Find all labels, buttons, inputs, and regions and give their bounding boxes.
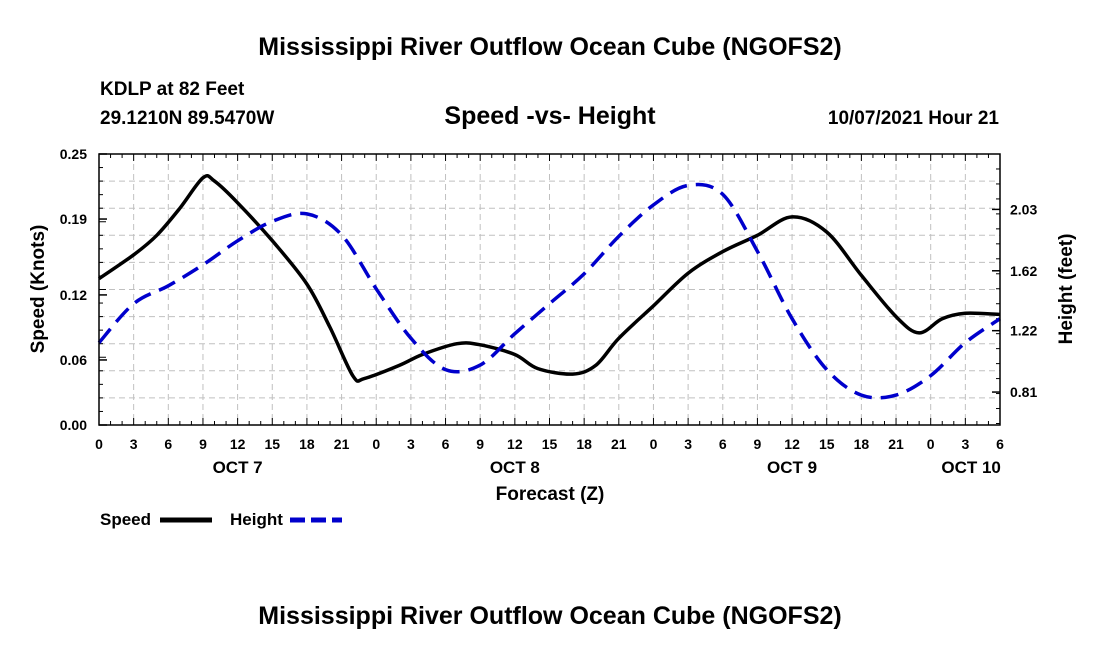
station-label: KDLP at 82 Feet <box>100 79 245 100</box>
grid-lines <box>99 154 1000 425</box>
right-tick-label: 1.62 <box>1010 263 1037 279</box>
x-tick-label: 0 <box>372 436 380 452</box>
location-label: 29.1210N 89.5470W <box>100 108 274 129</box>
left-axis-title: Speed (Knots) <box>28 225 49 354</box>
x-tick-label: 12 <box>784 436 800 452</box>
plot-frame <box>98 153 1001 426</box>
series-layer <box>97 174 1001 400</box>
x-tick-label: 9 <box>476 436 484 452</box>
left-tick-label: 0.12 <box>60 287 87 303</box>
x-tick-label: 18 <box>854 436 870 452</box>
x-tick-label: 6 <box>719 436 727 452</box>
x-tick-label: 21 <box>334 436 350 452</box>
left-tick-label: 0.25 <box>60 146 87 162</box>
x-tick-label: 12 <box>507 436 523 452</box>
x-tick-label: 15 <box>819 436 835 452</box>
x-day-label: OCT 8 <box>490 458 540 477</box>
x-tick-label: 9 <box>199 436 207 452</box>
x-tick-label: 0 <box>650 436 658 452</box>
legend-speed-label: Speed <box>100 510 151 529</box>
legend-height-label: Height <box>230 510 283 529</box>
right-axis: 0.81 1.22 1.62 2.03 <box>992 168 1037 425</box>
x-tick-label: 15 <box>264 436 280 452</box>
x-axis-title: Forecast (Z) <box>496 484 605 505</box>
x-tick-label: 18 <box>299 436 315 452</box>
right-tick-label: 0.81 <box>1010 384 1037 400</box>
footer-title: Mississippi River Outflow Ocean Cube (NG… <box>258 602 841 630</box>
left-tick-label: 0.06 <box>60 352 87 368</box>
chart-title: Mississippi River Outflow Ocean Cube (NG… <box>258 33 841 61</box>
right-axis-title: Height (feet) <box>1056 234 1077 345</box>
x-tick-label: 15 <box>542 436 558 452</box>
series-line-speed <box>98 174 1001 383</box>
x-tick-label: 21 <box>611 436 627 452</box>
x-tick-label: 6 <box>996 436 1004 452</box>
x-axis: 0 3 6 9 12 15 18 21 0 3 6 9 12 15 18 21 0 3 6 9 12 15 18 21 0 3 6 O… <box>95 154 1004 477</box>
right-tick-label: 2.03 <box>1010 201 1037 217</box>
x-tick-label: 6 <box>442 436 450 452</box>
chart-subtitle: Speed -vs- Height <box>444 102 656 130</box>
x-tick-label: 6 <box>164 436 172 452</box>
left-tick-label: 0.00 <box>60 417 87 433</box>
x-tick-label: 3 <box>961 436 969 452</box>
left-tick-label: 0.19 <box>60 211 87 227</box>
x-tick-label: 18 <box>576 436 592 452</box>
x-tick-label: 3 <box>684 436 692 452</box>
left-axis: 0.00 0.06 0.12 0.19 0.25 <box>60 146 107 433</box>
x-tick-label: 9 <box>754 436 762 452</box>
x-tick-label: 21 <box>888 436 904 452</box>
x-day-label: OCT 7 <box>213 458 263 477</box>
x-day-label: OCT 10 <box>941 458 1001 477</box>
x-tick-label: 0 <box>927 436 935 452</box>
legend: Speed Height <box>100 510 342 529</box>
x-tick-label: 3 <box>130 436 138 452</box>
run-time-label: 10/07/2021 Hour 21 <box>828 108 1000 129</box>
x-day-label: OCT 9 <box>767 458 817 477</box>
x-tick-label: 0 <box>95 436 103 452</box>
x-tick-label: 12 <box>230 436 246 452</box>
right-tick-label: 1.22 <box>1010 323 1037 339</box>
x-tick-label: 3 <box>407 436 415 452</box>
